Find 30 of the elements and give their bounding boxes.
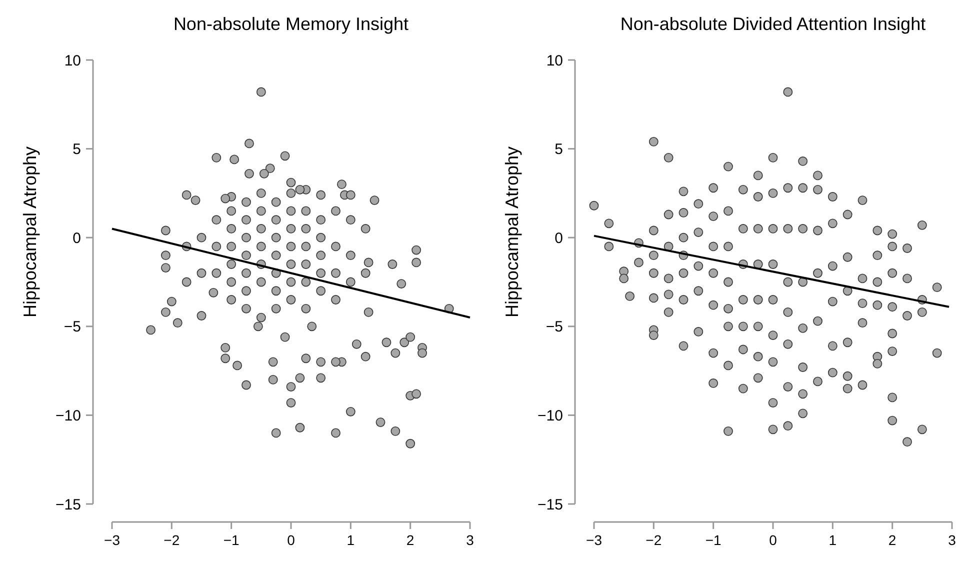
x-tick-label: 0 [769,532,778,548]
x-tick-label: 1 [346,532,355,548]
y-tick-label: −15 [538,496,563,514]
x-tick-label: −1 [223,532,240,548]
y-tick-label: 10 [64,52,81,70]
y-tick-label: −5 [546,318,563,336]
chart-title: Non-absolute Divided Attention Insight [620,14,926,34]
x-tick-label: −2 [164,532,180,548]
x-tick-label: 2 [888,532,896,548]
chart-title: Non-absolute Memory Insight [173,14,409,34]
y-tick-label: −10 [56,407,81,424]
y-tick-label: 10 [546,52,563,70]
x-tick-label: −3 [104,532,120,548]
x-tick-label: 3 [466,532,474,548]
x-tick-label: 1 [828,532,837,548]
y-tick-label: 5 [554,141,563,158]
y-tick-label: −15 [56,496,81,514]
y-axis-title: Hippocampal Atrophy [20,146,40,318]
y-tick-label: −5 [64,318,81,336]
y-tick-label: 5 [72,141,81,158]
y-tick-label: −10 [538,407,563,424]
x-tick-label: −1 [705,532,722,548]
x-tick-label: −2 [646,532,662,548]
x-tick-label: 0 [287,532,296,548]
x-tick-label: −3 [586,532,602,548]
x-tick-label: 2 [406,532,414,548]
y-tick-label: 0 [72,230,81,247]
y-axis-title: Hippocampal Atrophy [502,146,522,318]
y-tick-label: 0 [554,230,563,247]
x-tick-label: 3 [948,532,956,548]
